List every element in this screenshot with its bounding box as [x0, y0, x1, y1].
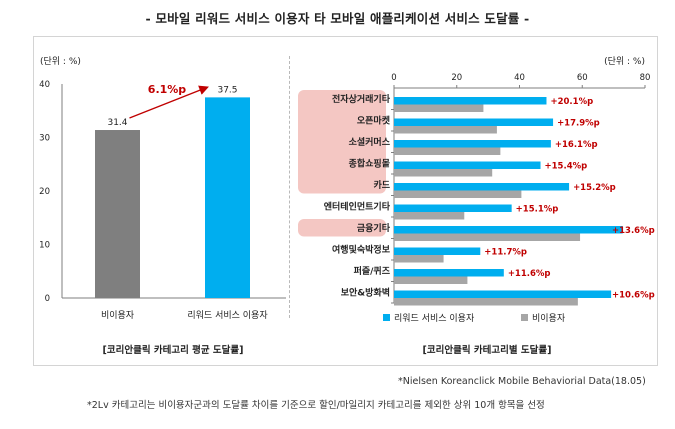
right-diff-label-5: +15.1%p — [516, 205, 559, 215]
right-bar-user-2 — [394, 140, 551, 148]
right-category-label-5: 엔터테인먼트기타 — [324, 201, 391, 213]
legend-nonuser-swatch — [521, 314, 528, 321]
left-y-tick-2: 20 — [39, 187, 50, 197]
right-bar-nonuser-2 — [394, 147, 501, 155]
method-note: *2Lv 카테고리는 비이용자군과의 도달률 차이를 기준으로 할인/마일리지 … — [87, 400, 545, 411]
right-bar-nonuser-4 — [394, 190, 522, 198]
right-bar-nonuser-5 — [394, 212, 465, 220]
right-category-label-4: 카드 — [373, 179, 390, 191]
right-bar-user-1 — [394, 118, 554, 126]
right-diff-label-8: +11.6%p — [508, 269, 551, 279]
left-unit-label: (단위 : %) — [40, 56, 81, 67]
right-diff-label-6: +13.6%p — [612, 226, 655, 236]
left-y-tick-4: 40 — [39, 80, 50, 90]
right-highlight-box-0 — [298, 90, 386, 194]
left-category-label-1: 리워드 서비스 이용자 — [187, 310, 268, 321]
right-category-label-9: 보안&방화벽 — [341, 287, 390, 299]
right-bar-nonuser-9 — [394, 298, 578, 306]
left-y-tick-1: 10 — [39, 241, 50, 251]
right-unit-label: (단위 : %) — [604, 56, 645, 67]
right-category-label-2: 소셜커머스 — [349, 136, 391, 148]
right-category-label-3: 종합쇼핑몰 — [349, 158, 390, 170]
right-category-label-0: 전자상거래기타 — [332, 93, 391, 105]
right-x-tick-0: 0 — [391, 73, 396, 83]
right-highlight-box-1 — [298, 219, 386, 237]
left-value-label-0: 31.4 — [107, 118, 127, 128]
right-category-label-1: 오픈마켓 — [357, 115, 391, 127]
right-category-label-6: 금융기타 — [357, 222, 391, 234]
right-bar-nonuser-3 — [394, 169, 493, 177]
left-bar-1 — [205, 97, 250, 298]
left-value-label-1: 37.5 — [217, 85, 237, 95]
right-bar-user-9 — [394, 290, 612, 298]
page-title: - 모바일 리워드 서비스 이용자 타 모바일 애플리케이션 서비스 도달률 - — [145, 11, 530, 26]
right-x-tick-2: 40 — [514, 73, 525, 83]
right-bar-nonuser-0 — [394, 104, 484, 112]
left-category-label-0: 비이용자 — [101, 310, 135, 321]
right-category-label-8: 퍼즐/퀴즈 — [354, 265, 391, 277]
chart-divider — [289, 56, 290, 318]
right-category-label-7: 여행및숙박정보 — [332, 244, 391, 256]
right-x-tick-3: 60 — [577, 73, 588, 83]
source-note: *Nielsen Koreanclick Mobile Behaviorial … — [398, 376, 646, 387]
right-diff-label-9: +10.6%p — [612, 291, 655, 301]
right-bar-nonuser-8 — [394, 276, 468, 284]
left-diff-arrow — [129, 85, 209, 119]
right-diff-label-1: +17.9%p — [557, 119, 600, 129]
left-bar-0 — [95, 130, 140, 298]
right-chart-title: [코리안클릭 카테고리별 도달률] — [423, 344, 552, 356]
right-diff-label-2: +16.1%p — [555, 140, 598, 150]
right-bar-user-8 — [394, 269, 504, 277]
legend-user-label: 리워드 서비스 이용자 — [394, 313, 475, 324]
right-bar-user-3 — [394, 161, 541, 169]
right-diff-label-3: +15.4%p — [545, 162, 588, 172]
right-bar-nonuser-6 — [394, 233, 581, 241]
left-y-tick-0: 0 — [45, 294, 50, 304]
right-bar-user-4 — [394, 183, 570, 191]
right-bar-user-6 — [394, 226, 623, 234]
right-bar-user-7 — [394, 247, 481, 255]
legend-nonuser-label: 비이용자 — [532, 313, 566, 324]
right-diff-label-4: +15.2%p — [573, 183, 616, 193]
right-diff-label-0: +20.1%p — [550, 97, 593, 107]
right-bar-user-0 — [394, 97, 547, 105]
left-y-tick-3: 30 — [39, 134, 50, 144]
right-bar-nonuser-1 — [394, 126, 497, 134]
chart-frame — [33, 36, 658, 366]
right-x-tick-1: 20 — [451, 73, 462, 83]
legend-user-swatch — [383, 314, 390, 321]
right-bar-nonuser-7 — [394, 255, 444, 263]
right-x-tick-4: 80 — [640, 73, 651, 83]
right-bar-user-5 — [394, 204, 512, 212]
right-diff-label-7: +11.7%p — [484, 248, 527, 258]
left-diff-annotation: 6.1%p — [148, 83, 187, 96]
left-chart-title: [코리안클릭 카테고리 평균 도달률] — [103, 344, 244, 356]
